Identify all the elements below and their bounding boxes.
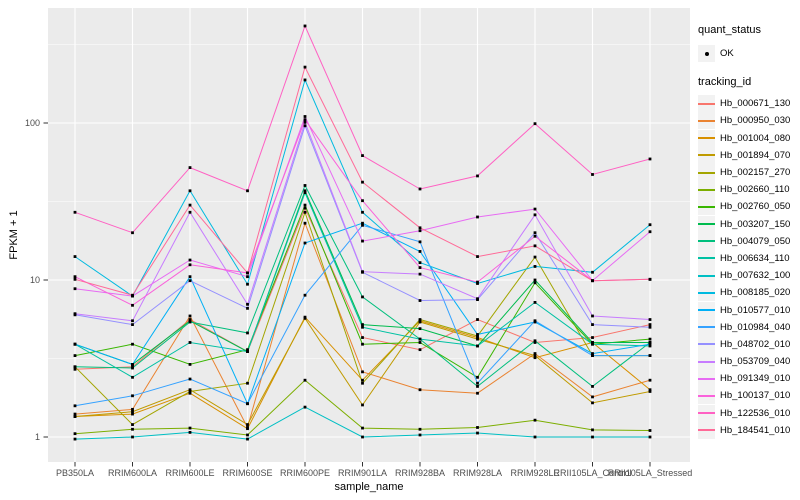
legend-item: Hb_048702_010 [698,335,798,353]
y-tick-label: 100 [25,118,40,128]
series-line-icon [698,421,715,439]
legend-item: Hb_004079_050 [698,232,798,250]
legend-item: Hb_003207_150 [698,215,798,233]
legend-series-label: Hb_048702_010 [720,338,791,350]
legend-ok-label: OK [720,48,734,60]
legend-item: Hb_010984_040 [698,318,798,336]
legend-item-ok: OK [698,45,798,63]
y-tick-label: 10 [30,275,40,285]
series-line-icon [698,353,715,371]
x-tick-label: RRIM600SE [222,468,272,478]
series-line-icon [698,335,715,353]
legend-series-label: Hb_000950_030 [720,115,791,127]
series-line-icon [698,284,715,302]
legend-item: Hb_000671_130 [698,95,798,113]
legend-series-label: Hb_122536_010 [720,407,791,419]
data-points [73,24,652,441]
legend-item: Hb_001004_080 [698,129,798,147]
legend-series-label: Hb_002157_270 [720,167,791,179]
legend-series-label: Hb_053709_040 [720,356,791,368]
series-line-icon [698,112,715,130]
y-axis-title: FPKM + 1 [8,210,20,260]
x-tick-label: RRIM928LA [453,468,502,478]
legend-series-label: Hb_006634_110 [720,252,790,264]
legend-item: Hb_007632_100 [698,267,798,285]
series-line-icon [698,301,715,319]
legend-item: Hb_001894_070 [698,146,798,164]
x-tick-labels: PB350LA RRIM600LA RRIM600LE RRIM600SE RRIM60… [56,468,692,478]
legend-item: Hb_002660_110 [698,181,798,199]
series-line-icon [698,387,715,405]
x-tick-label: PB350LA [56,468,94,478]
legend-series-label: Hb_002760_050 [720,201,791,213]
x-tick-label: RRII105LA_Control [553,468,631,478]
series-line-icon [698,95,715,113]
legend-series-label: Hb_003207_150 [720,218,791,230]
legend-series-label: Hb_002660_110 [720,184,790,196]
legend-item: Hb_100137_010 [698,387,798,405]
legend-item: Hb_002157_270 [698,164,798,182]
series-line-icon [698,146,715,164]
x-tick-label: RRIM600LA [108,468,157,478]
series-line-icon [698,181,715,199]
ok-point-icon [698,45,715,63]
plot-panel [48,8,690,462]
x-tick-label: RRIM600LE [165,468,214,478]
legend-series-list: Hb_000671_130 Hb_000950_030 Hb_001004_080 H… [698,95,798,439]
legend-series-label: Hb_001894_070 [720,149,791,161]
legend-title-tracking-id: tracking_id [698,76,752,89]
x-tick-label: RRII105LA_Stressed [608,468,693,478]
legend-item: Hb_000950_030 [698,112,798,130]
legend-item: Hb_091349_010 [698,370,798,388]
legend: quant_status OK tracking_id Hb_000671_13… [698,24,798,439]
axis-ticks [43,122,651,467]
series-line-icon [698,164,715,182]
series-line-icon [698,318,715,336]
x-tick-label: RRIM928BA [395,468,445,478]
legend-series-label: Hb_007632_100 [720,270,791,282]
series-line-icon [698,232,715,250]
legend-series-label: Hb_010984_040 [720,321,791,333]
legend-series-label: Hb_000671_130 [720,98,791,110]
legend-item: Hb_053709_040 [698,353,798,371]
series-line-icon [698,267,715,285]
x-tick-label: RRIM928LE [510,468,559,478]
y-tick-label: 1 [35,432,40,442]
legend-series-label: Hb_004079_050 [720,235,791,247]
legend-series-label: Hb_100137_010 [720,390,791,402]
series-line-icon [698,129,715,147]
legend-title-quant-status: quant_status [698,24,761,36]
legend-series-label: Hb_008185_020 [720,287,791,299]
x-tick-label: RRIM600PE [280,468,330,478]
legend-item: Hb_122536_010 [698,404,798,422]
legend-series-label: Hb_091349_010 [720,373,791,385]
legend-item: Hb_006634_110 [698,249,798,267]
y-tick-labels: 1 10 100 [25,118,40,442]
legend-series-label: Hb_184541_010 [720,424,791,436]
legend-item: Hb_002760_050 [698,198,798,216]
x-axis-title: sample_name [334,481,404,493]
legend-series-label: Hb_010577_010 [720,304,791,316]
legend-series-label: Hb_001004_080 [720,132,791,144]
series-line-icon [698,404,715,422]
legend-item: Hb_184541_010 [698,421,798,439]
legend-item: Hb_008185_020 [698,284,798,302]
series-line-icon [698,198,715,216]
series-line-icon [698,370,715,388]
series-line-icon [698,249,715,267]
series-line-icon [698,215,715,233]
legend-item: Hb_010577_010 [698,301,798,319]
x-tick-label: RRIM901LA [338,468,387,478]
